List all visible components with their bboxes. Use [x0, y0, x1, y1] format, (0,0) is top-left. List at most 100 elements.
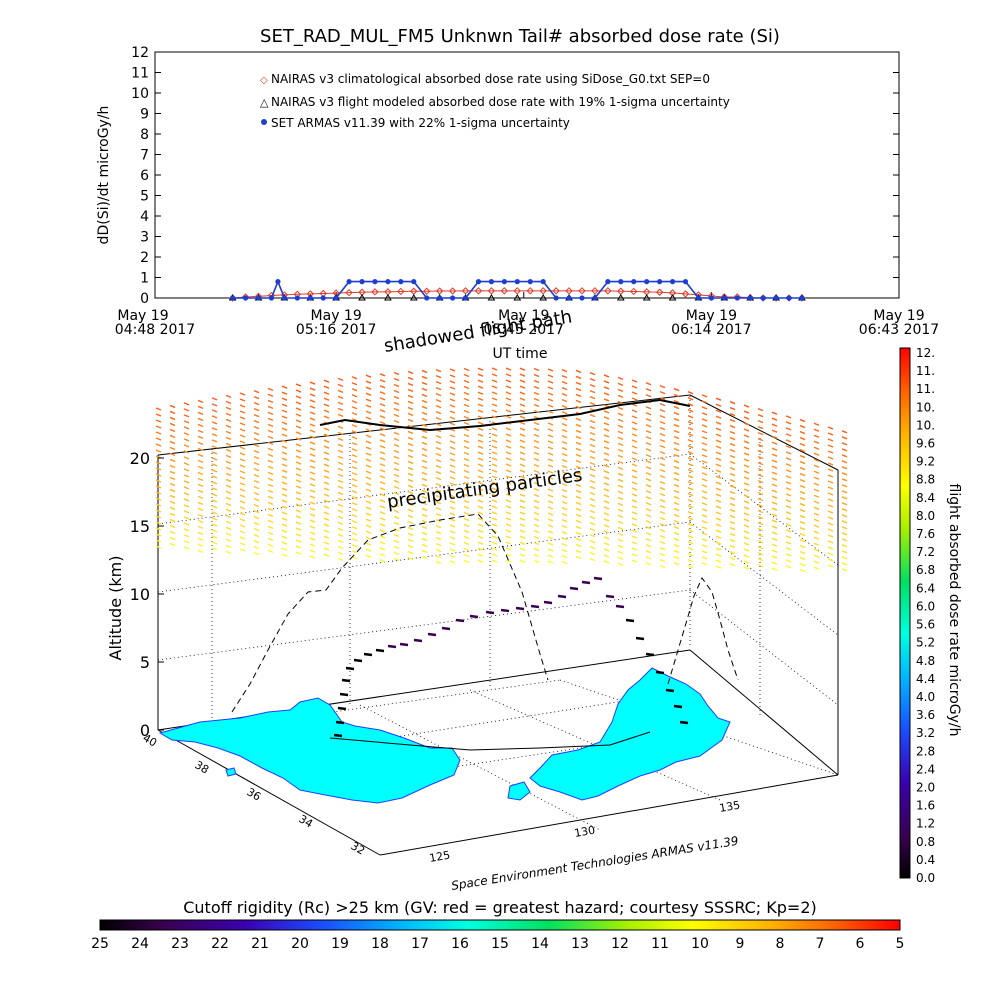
particle-streak [603, 410, 610, 414]
particle-streak [519, 421, 526, 425]
particle-streak [449, 518, 456, 522]
particle-streak [337, 551, 344, 556]
particle-streak [603, 386, 610, 390]
particle-streak [757, 407, 764, 412]
particle-streak [729, 556, 736, 561]
particle-streak [267, 387, 274, 392]
series-line [232, 290, 802, 299]
particle-streak [631, 541, 638, 545]
particle-streak [435, 399, 442, 403]
particle-streak [379, 457, 386, 461]
particle-streak [463, 451, 470, 456]
particle-streak [267, 489, 274, 494]
particle-streak [295, 527, 302, 531]
particle-streak [351, 436, 358, 440]
particle-streak [533, 379, 540, 384]
particle-streak [337, 473, 344, 478]
particle-streak [393, 527, 400, 532]
particle-streak [743, 476, 750, 480]
particle-streak [617, 442, 624, 447]
data-point [346, 279, 352, 285]
particle-streak [561, 375, 568, 379]
particle-streak [365, 548, 372, 552]
particle-streak [757, 515, 764, 520]
particle-streak [757, 413, 764, 418]
particle-streak [589, 383, 596, 388]
particle-streak [631, 463, 638, 467]
particle-streak [631, 499, 638, 503]
particle-streak [617, 484, 624, 489]
particle-streak [197, 489, 204, 494]
particle-streak [715, 517, 722, 521]
particle-streak [547, 440, 554, 444]
particle-streak [575, 369, 582, 374]
particle-streak [673, 423, 680, 428]
particle-streak [491, 523, 498, 527]
particle-streak [771, 507, 778, 511]
particle-streak [463, 505, 470, 510]
particle-streak [309, 549, 316, 553]
particle-streak [575, 501, 582, 506]
particle-streak [575, 429, 582, 434]
particle-streak [197, 471, 204, 476]
particle-streak [351, 526, 358, 530]
particle-streak [281, 523, 288, 527]
particle-streak [267, 501, 274, 506]
particle-streak [575, 513, 582, 518]
particle-streak [253, 437, 260, 442]
particle-streak [603, 452, 610, 456]
latitude-tick-label: 40 [141, 731, 160, 749]
particle-streak [715, 397, 722, 401]
particle-streak [827, 444, 834, 448]
particle-streak [603, 536, 610, 540]
particle-streak [799, 520, 806, 525]
particle-streak [155, 497, 162, 501]
particle-streak [729, 544, 736, 549]
particle-streak [589, 557, 596, 562]
particle-streak [463, 391, 470, 396]
particle-streak [421, 543, 428, 548]
particle-streak [323, 481, 330, 485]
particle-streak [547, 404, 554, 408]
particle-streak [365, 512, 372, 516]
particle-streak [239, 464, 246, 468]
particle-streak [183, 492, 190, 496]
particle-streak [827, 516, 834, 520]
dose-colorbar-tick: 4.4 [916, 672, 935, 686]
rigidity-colorbar-tick: 13 [571, 936, 589, 952]
particle-streak [393, 371, 400, 376]
particle-streak [673, 519, 680, 524]
legend-marker-triangle: △ [260, 96, 269, 109]
data-point [604, 287, 612, 295]
dose-colorbar-tick: 1.6 [916, 799, 935, 813]
particle-streak [519, 493, 526, 497]
particle-streak [547, 530, 554, 534]
particle-streak [295, 551, 302, 555]
flight-path-segment [387, 644, 397, 649]
particle-streak [715, 499, 722, 503]
dose-colorbar-tick: 10. [916, 400, 935, 414]
particle-streak [561, 435, 568, 439]
particle-streak [799, 442, 806, 447]
rigidity-colorbar-ticks: 25 24 23 22 21 20 19 18 17 16 15 14 13 12 11 10 9 8 7 6 5 [91, 936, 904, 952]
particle-streak [337, 533, 344, 538]
particle-streak [575, 447, 582, 452]
particle-streak [197, 435, 204, 440]
particle-streak [757, 551, 764, 556]
particle-streak [281, 463, 288, 467]
particle-streak [309, 459, 316, 463]
particle-streak [771, 549, 778, 553]
particle-streak [295, 539, 302, 543]
particle-streak [547, 374, 554, 378]
particle-streak [491, 487, 498, 491]
particle-streak [561, 465, 568, 469]
particle-streak [659, 450, 666, 455]
particle-streak [575, 387, 582, 392]
particle-streak [687, 439, 694, 443]
particle-streak [365, 416, 372, 420]
particle-streak [673, 507, 680, 512]
particle-streak [323, 493, 330, 497]
particle-streak [421, 501, 428, 506]
particle-streak [183, 510, 190, 514]
